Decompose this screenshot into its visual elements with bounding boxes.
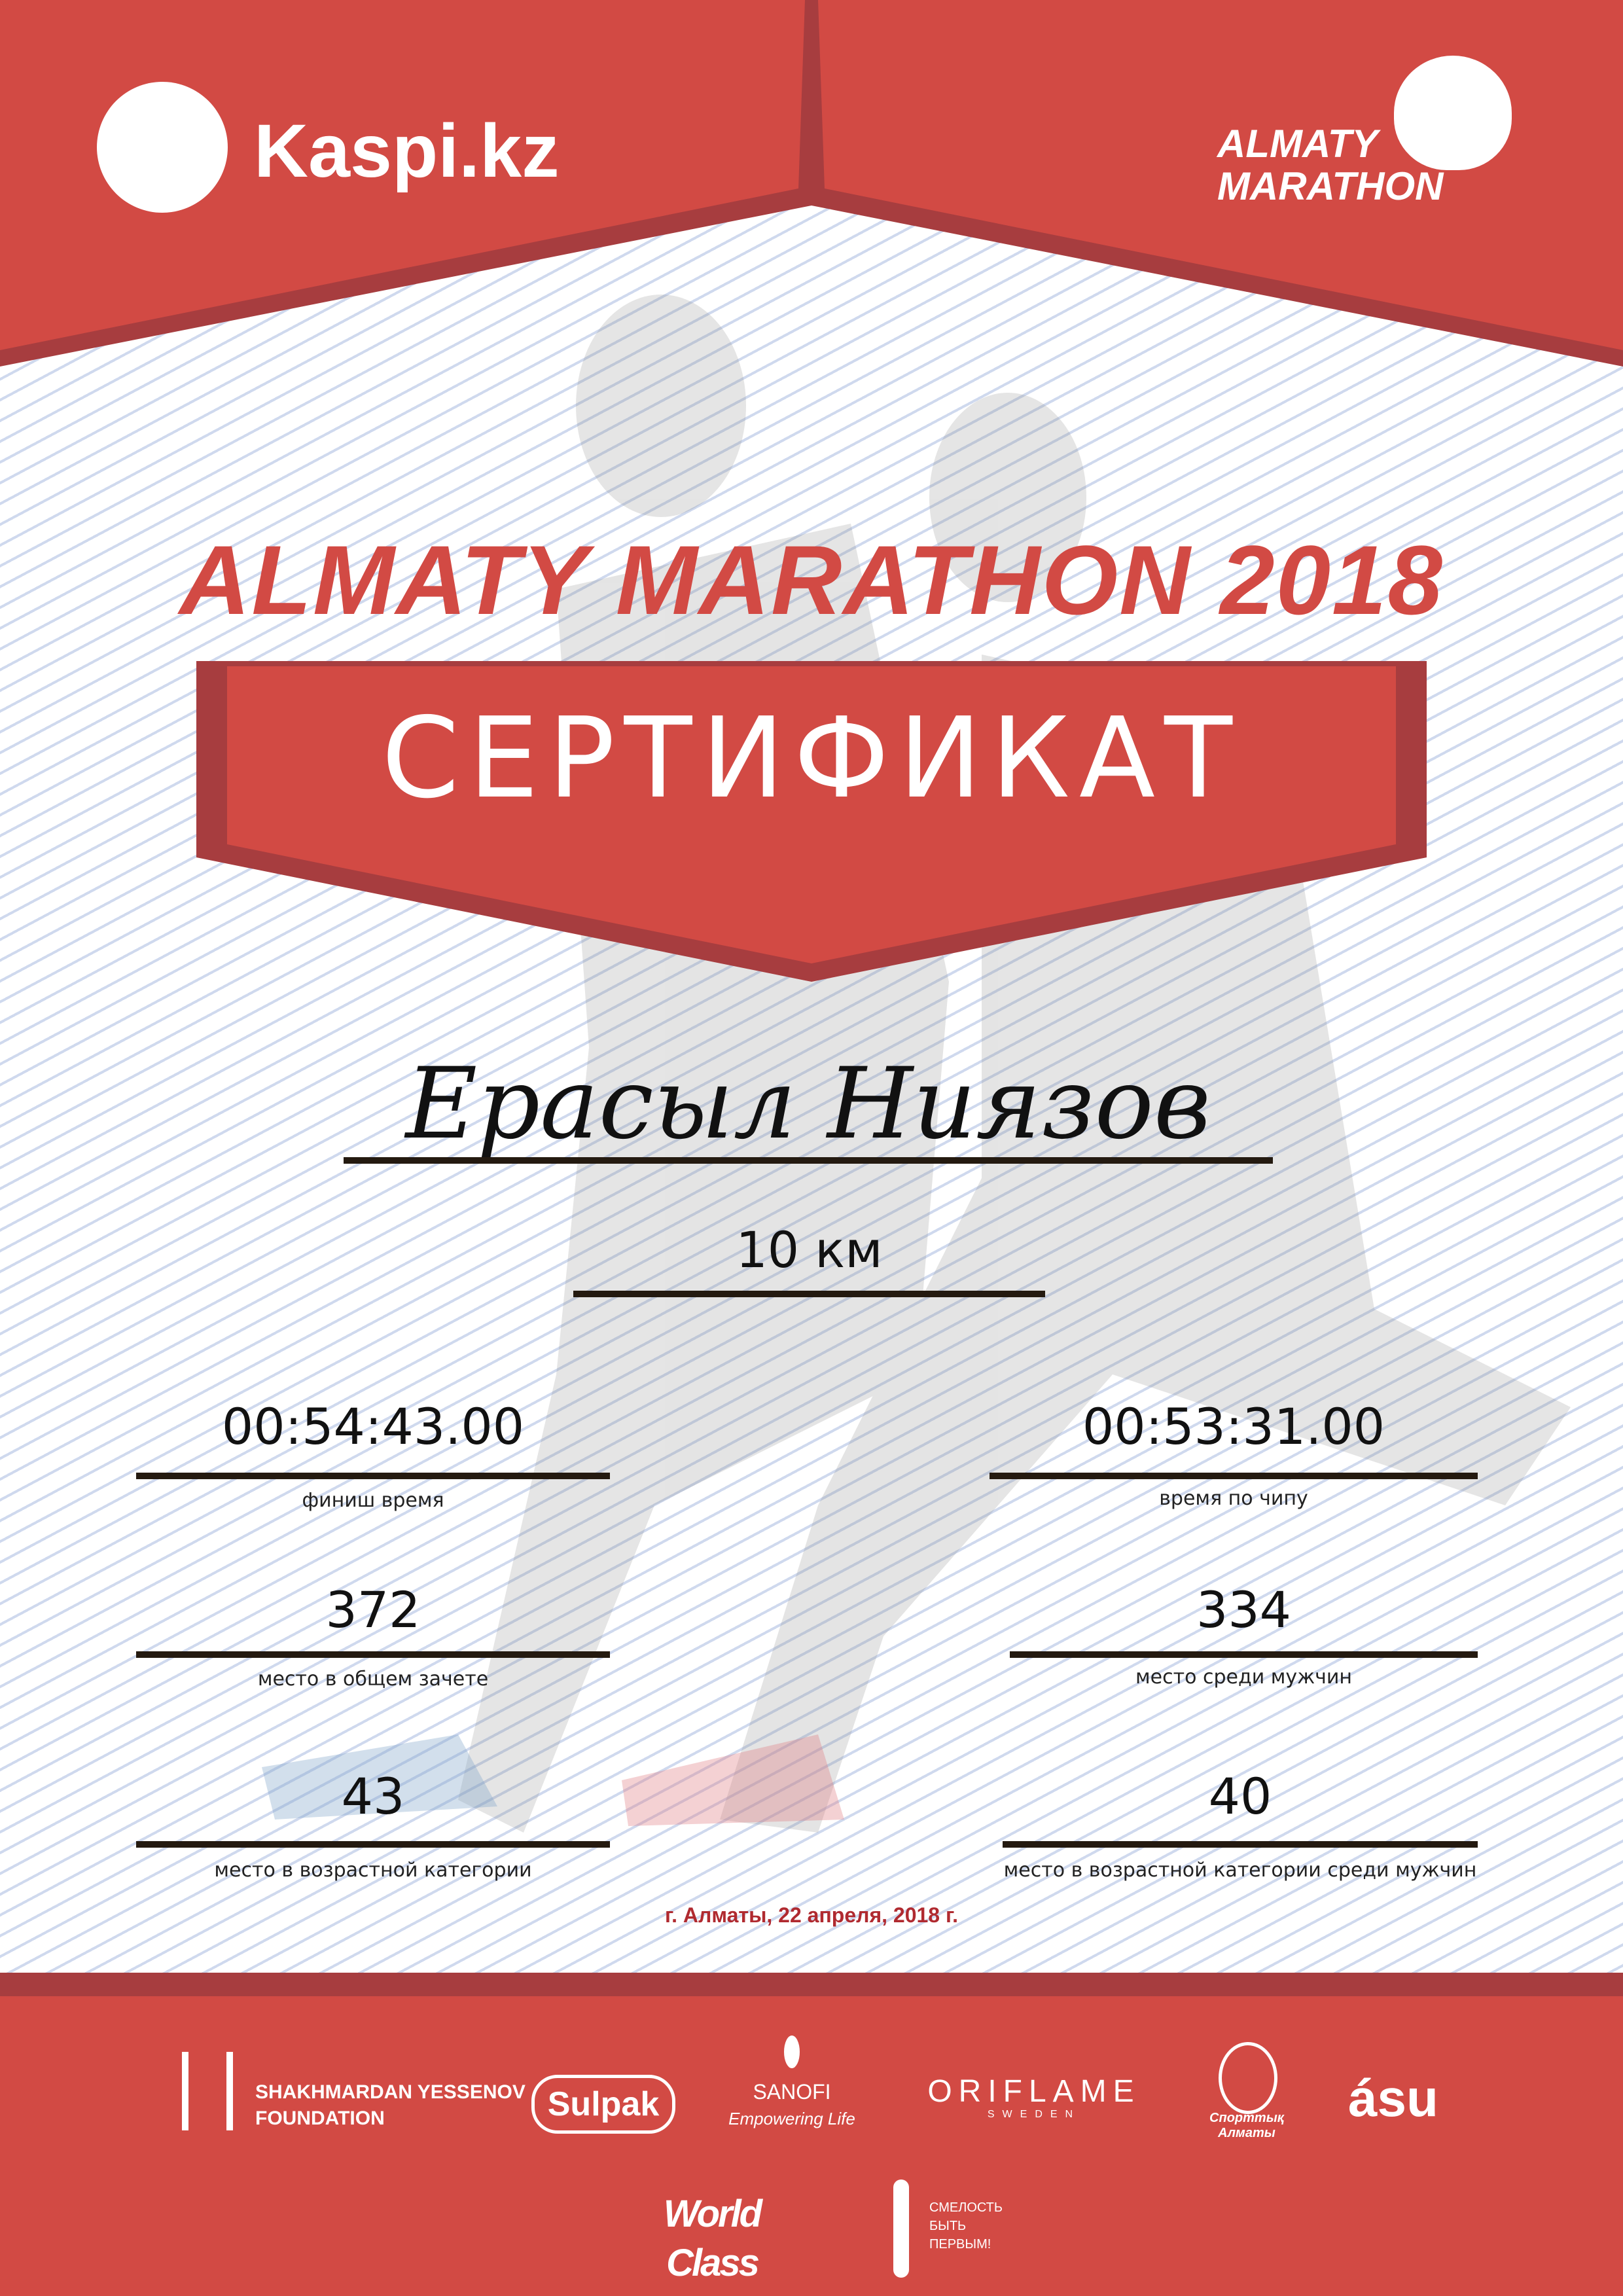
asu-logo: ásu <box>1348 2069 1438 2127</box>
age-men-place-label: место в возрастной категории среди мужчи… <box>1003 1859 1477 1882</box>
finish-time: 00:54:43.00 <box>221 1397 525 1456</box>
certificate-heading: СЕРТИФИКАТ <box>382 694 1241 823</box>
footer-band <box>0 1973 1623 1996</box>
rule <box>1003 1841 1478 1848</box>
yessenov-icon <box>182 2052 233 2130</box>
certificate-banner <box>196 661 1427 982</box>
rule <box>136 1841 610 1848</box>
name-rule <box>344 1157 1273 1164</box>
men-place: 334 <box>1196 1581 1292 1639</box>
rule <box>990 1473 1478 1479</box>
distance-rule <box>573 1291 1045 1297</box>
chip-time-label: время по чипу <box>1159 1487 1308 1510</box>
event-title: ALMATY MARATHON 2018 <box>179 525 1444 635</box>
overall-place: 372 <box>325 1581 421 1639</box>
chip-time: 00:53:31.00 <box>1082 1397 1385 1456</box>
fund-icon <box>893 2179 909 2278</box>
age-place-label: место в возрастной категории <box>214 1859 532 1882</box>
sponsors-footer: SHAKHMARDAN YESSENOV FOUNDATION Sulpak S… <box>0 1996 1623 2296</box>
sport-almaty-icon <box>1219 2042 1277 2114</box>
overall-place-label: место в общем зачете <box>257 1668 489 1691</box>
age-place: 43 <box>341 1767 405 1825</box>
almaty-marathon-logo: ALMATY MARATHON <box>1211 56 1525 219</box>
participant-name: Ерасыл Ниязов <box>405 1047 1211 1161</box>
rule <box>136 1473 610 1479</box>
event-date: г. Алматы, 22 апреля, 2018 г. <box>665 1903 958 1927</box>
worldclass-logo: World Class <box>663 2193 762 2284</box>
runner-icon <box>1394 56 1512 170</box>
finish-time-label: финиш время <box>302 1489 444 1512</box>
distance: 10 км <box>736 1221 883 1279</box>
rule <box>136 1651 610 1658</box>
rule <box>1010 1651 1478 1658</box>
sanofi-icon <box>784 2036 800 2068</box>
kaspi-logo: Kaspi.kz <box>97 82 560 213</box>
kaspi-icon <box>97 82 228 213</box>
men-place-label: место среди мужчин <box>1135 1666 1352 1689</box>
age-men-place: 40 <box>1208 1767 1272 1825</box>
sulpak-logo: Sulpak <box>531 2075 675 2134</box>
